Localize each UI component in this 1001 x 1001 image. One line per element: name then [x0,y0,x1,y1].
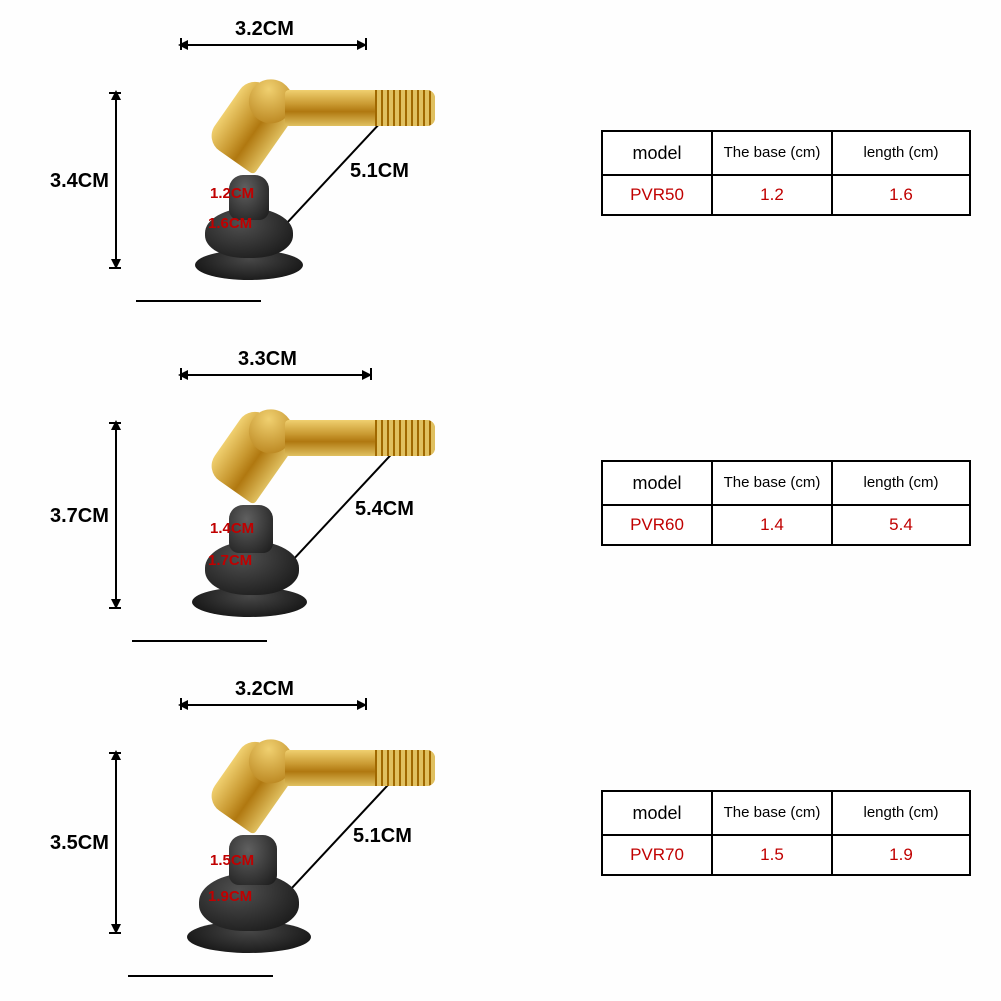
td-base: 1.4 [712,505,832,545]
dim-top: 3.2CM [235,18,294,41]
valve-image [225,740,485,960]
th-base: The base (cm) [712,791,832,835]
diagram-pvr60: 3.3CM 3.7CM 5.4CM 1.4CM 1.7CM [60,350,540,670]
td-base: 1.5 [712,835,832,875]
th-length: length (cm) [832,791,970,835]
td-model: PVR50 [602,175,712,215]
valve-image [225,410,485,630]
td-model: PVR70 [602,835,712,875]
th-model: model [602,131,712,175]
dim-top: 3.2CM [235,678,294,701]
dim-left: 3.7CM [50,505,109,528]
th-length: length (cm) [832,461,970,505]
diagram-pvr70: 3.2CM 3.5CM 5.1CM 1.5CM 1.9CM [60,680,540,1000]
th-base: The base (cm) [712,131,832,175]
th-base: The base (cm) [712,461,832,505]
dim-inner2: 1.7CM [208,552,252,569]
dim-left: 3.4CM [50,170,109,193]
td-length: 1.9 [832,835,970,875]
spec-table-pvr60: model The base (cm) length (cm) PVR60 1.… [601,460,971,546]
dim-inner2: 1.6CM [208,215,252,232]
th-length: length (cm) [832,131,970,175]
valve-image [225,80,485,300]
td-base: 1.2 [712,175,832,215]
spec-table-pvr70: model The base (cm) length (cm) PVR70 1.… [601,790,971,876]
dim-left: 3.5CM [50,832,109,855]
dim-top: 3.3CM [238,348,297,371]
dim-inner2: 1.9CM [208,888,252,905]
th-model: model [602,461,712,505]
diagram-pvr50: 3.2CM 3.4CM 5.1CM 1.2CM 1.6CM [60,20,540,340]
th-model: model [602,791,712,835]
td-length: 5.4 [832,505,970,545]
td-length: 1.6 [832,175,970,215]
dim-inner1: 1.4CM [210,520,254,537]
td-model: PVR60 [602,505,712,545]
spec-table-pvr50: model The base (cm) length (cm) PVR50 1.… [601,130,971,216]
dim-inner1: 1.5CM [210,852,254,869]
dim-inner1: 1.2CM [210,185,254,202]
